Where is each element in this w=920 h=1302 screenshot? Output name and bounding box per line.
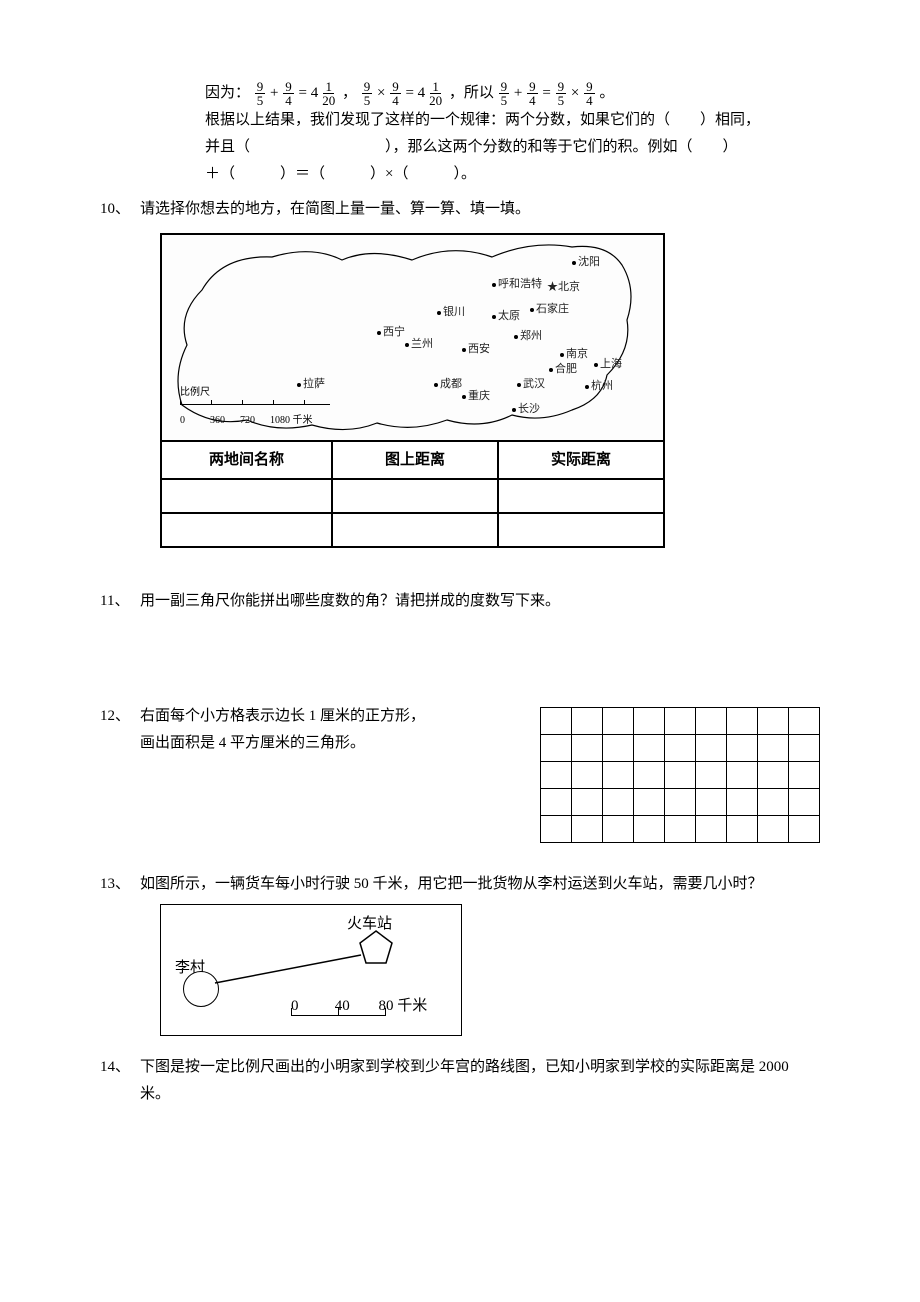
grid-cell[interactable] [541,789,572,816]
grid-cell[interactable] [603,816,634,843]
grid-cell[interactable] [696,735,727,762]
q13-num: 13、 [100,871,140,898]
grid-cell[interactable] [696,708,727,735]
city-label: 西安 [462,340,490,360]
grid-cell[interactable] [572,708,603,735]
city-label: 太原 [492,307,520,327]
grid-cell[interactable] [541,762,572,789]
grid-cell[interactable] [603,789,634,816]
q11-text: 用一副三角尺你能拼出哪些度数的角？请把拼成的度数写下来。 [140,588,820,615]
grid-cell[interactable] [634,708,665,735]
china-map: 沈阳呼和浩特★北京银川太原石家庄西宁兰州西安郑州南京上海合肥拉萨成都重庆武汉杭州… [160,233,665,442]
grid-cell[interactable] [572,789,603,816]
q10-figure: 沈阳呼和浩特★北京银川太原石家庄西宁兰州西安郑州南京上海合肥拉萨成都重庆武汉杭州… [160,233,665,548]
table-header-row: 两地间名称 图上距离 实际距离 [161,441,664,479]
city-label: 沈阳 [572,253,600,273]
grid-cell[interactable] [727,789,758,816]
grid-cell[interactable] [696,816,727,843]
q12-grid[interactable] [540,707,820,843]
city-label: 郑州 [514,327,542,347]
grid-cell[interactable] [789,789,820,816]
grid-cell[interactable] [603,708,634,735]
col-mapdist: 图上距离 [332,441,498,479]
grid-cell[interactable] [572,735,603,762]
grid-cell[interactable] [634,789,665,816]
city-label: 杭州 [585,377,613,397]
q10-table: 两地间名称 图上距离 实际距离 [160,440,665,548]
grid-cell[interactable] [665,789,696,816]
q13-text: 如图所示，一辆货车每小时行驶 50 千米，用它把一批货物从李村运送到火车站，需要… [140,871,820,898]
q9-continuation: 因为： 95 + 94 = 4120 ， 95 × 94 = 4120 ，所以 … [100,80,820,188]
grid-cell[interactable] [789,816,820,843]
city-label: 呼和浩特 [492,275,542,295]
grid-cell[interactable] [603,762,634,789]
city-label: ★北京 [547,278,580,298]
grid-cell[interactable] [696,762,727,789]
city-label: 重庆 [462,387,490,407]
grid-cell[interactable] [789,735,820,762]
grid-cell[interactable] [758,789,789,816]
col-names: 两地间名称 [161,441,332,479]
grid-cell[interactable] [789,708,820,735]
grid-cell[interactable] [727,816,758,843]
grid-cell[interactable] [758,816,789,843]
city-label: 银川 [437,303,465,323]
q9-line2: 根据以上结果，我们发现了这样的一个规律：两个分数，如果它们的（ ）相同， [205,107,820,134]
grid-cell[interactable] [758,708,789,735]
q12-line1: 右面每个小方格表示边长 1 厘米的正方形， [140,703,460,730]
q10: 10、 请选择你想去的地方，在简图上量一量、算一算、填一填。 [100,196,820,223]
grid-cell[interactable] [634,816,665,843]
q11: 11、 用一副三角尺你能拼出哪些度数的角？请把拼成的度数写下来。 [100,588,820,615]
q12-num: 12、 [100,703,140,730]
grid-cell[interactable] [696,789,727,816]
city-label: 上海 [594,355,622,375]
city-label: 武汉 [517,375,545,395]
city-label: 兰州 [405,335,433,355]
q11-num: 11、 [100,588,140,615]
q14-text: 下图是按一定比例尺画出的小明家到学校到少年宫的路线图，已知小明家到学校的实际距离… [140,1054,820,1108]
city-label: 合肥 [549,360,577,380]
q9-because: 因为： [205,85,250,101]
grid-cell[interactable] [572,762,603,789]
q13: 13、 如图所示，一辆货车每小时行驶 50 千米，用它把一批货物从李村运送到火车… [100,871,820,898]
q9-line1: 因为： 95 + 94 = 4120 ， 95 × 94 = 4120 ，所以 … [205,80,820,107]
grid-cell[interactable] [541,708,572,735]
q10-text: 请选择你想去的地方，在简图上量一量、算一算、填一填。 [140,196,820,223]
q12: 12、 右面每个小方格表示边长 1 厘米的正方形， 画出面积是 4 平方厘米的三… [100,703,820,843]
grid-cell[interactable] [634,762,665,789]
q10-num: 10、 [100,196,140,223]
grid-cell[interactable] [727,708,758,735]
col-realdist: 实际距离 [498,441,664,479]
grid-cell[interactable] [665,816,696,843]
grid-cell[interactable] [727,762,758,789]
city-label: 西宁 [377,323,405,343]
grid-cell[interactable] [665,708,696,735]
grid-cell[interactable] [572,816,603,843]
table-row [161,513,664,547]
q9-line4: ＋（ ）＝（ ）×（ ）。 [205,161,820,188]
grid-cell[interactable] [758,762,789,789]
grid-cell[interactable] [665,762,696,789]
q12-line2: 画出面积是 4 平方厘米的三角形。 [140,730,460,757]
q14: 14、 下图是按一定比例尺画出的小明家到学校到少年宫的路线图，已知小明家到学校的… [100,1054,820,1108]
city-label: 石家庄 [530,300,569,320]
grid-cell[interactable] [603,735,634,762]
grid-cell[interactable] [665,735,696,762]
grid-cell[interactable] [727,735,758,762]
grid-cell[interactable] [789,762,820,789]
grid-cell[interactable] [634,735,665,762]
grid-cell[interactable] [541,816,572,843]
q9-line3: 并且（ ），那么这两个分数的和等于它们的积。例如（ ） [205,134,820,161]
q14-num: 14、 [100,1054,140,1081]
grid-cell[interactable] [541,735,572,762]
map-scale: 比例尺 0 360 720 1080 千米 [180,384,330,430]
city-label: 长沙 [512,400,540,420]
grid-cell[interactable] [758,735,789,762]
q13-diagram: 李村 火车站 0 40 80 千米 [160,904,462,1036]
q13-scale-ticks [291,1015,386,1024]
table-row [161,479,664,513]
city-label: 成都 [434,375,462,395]
